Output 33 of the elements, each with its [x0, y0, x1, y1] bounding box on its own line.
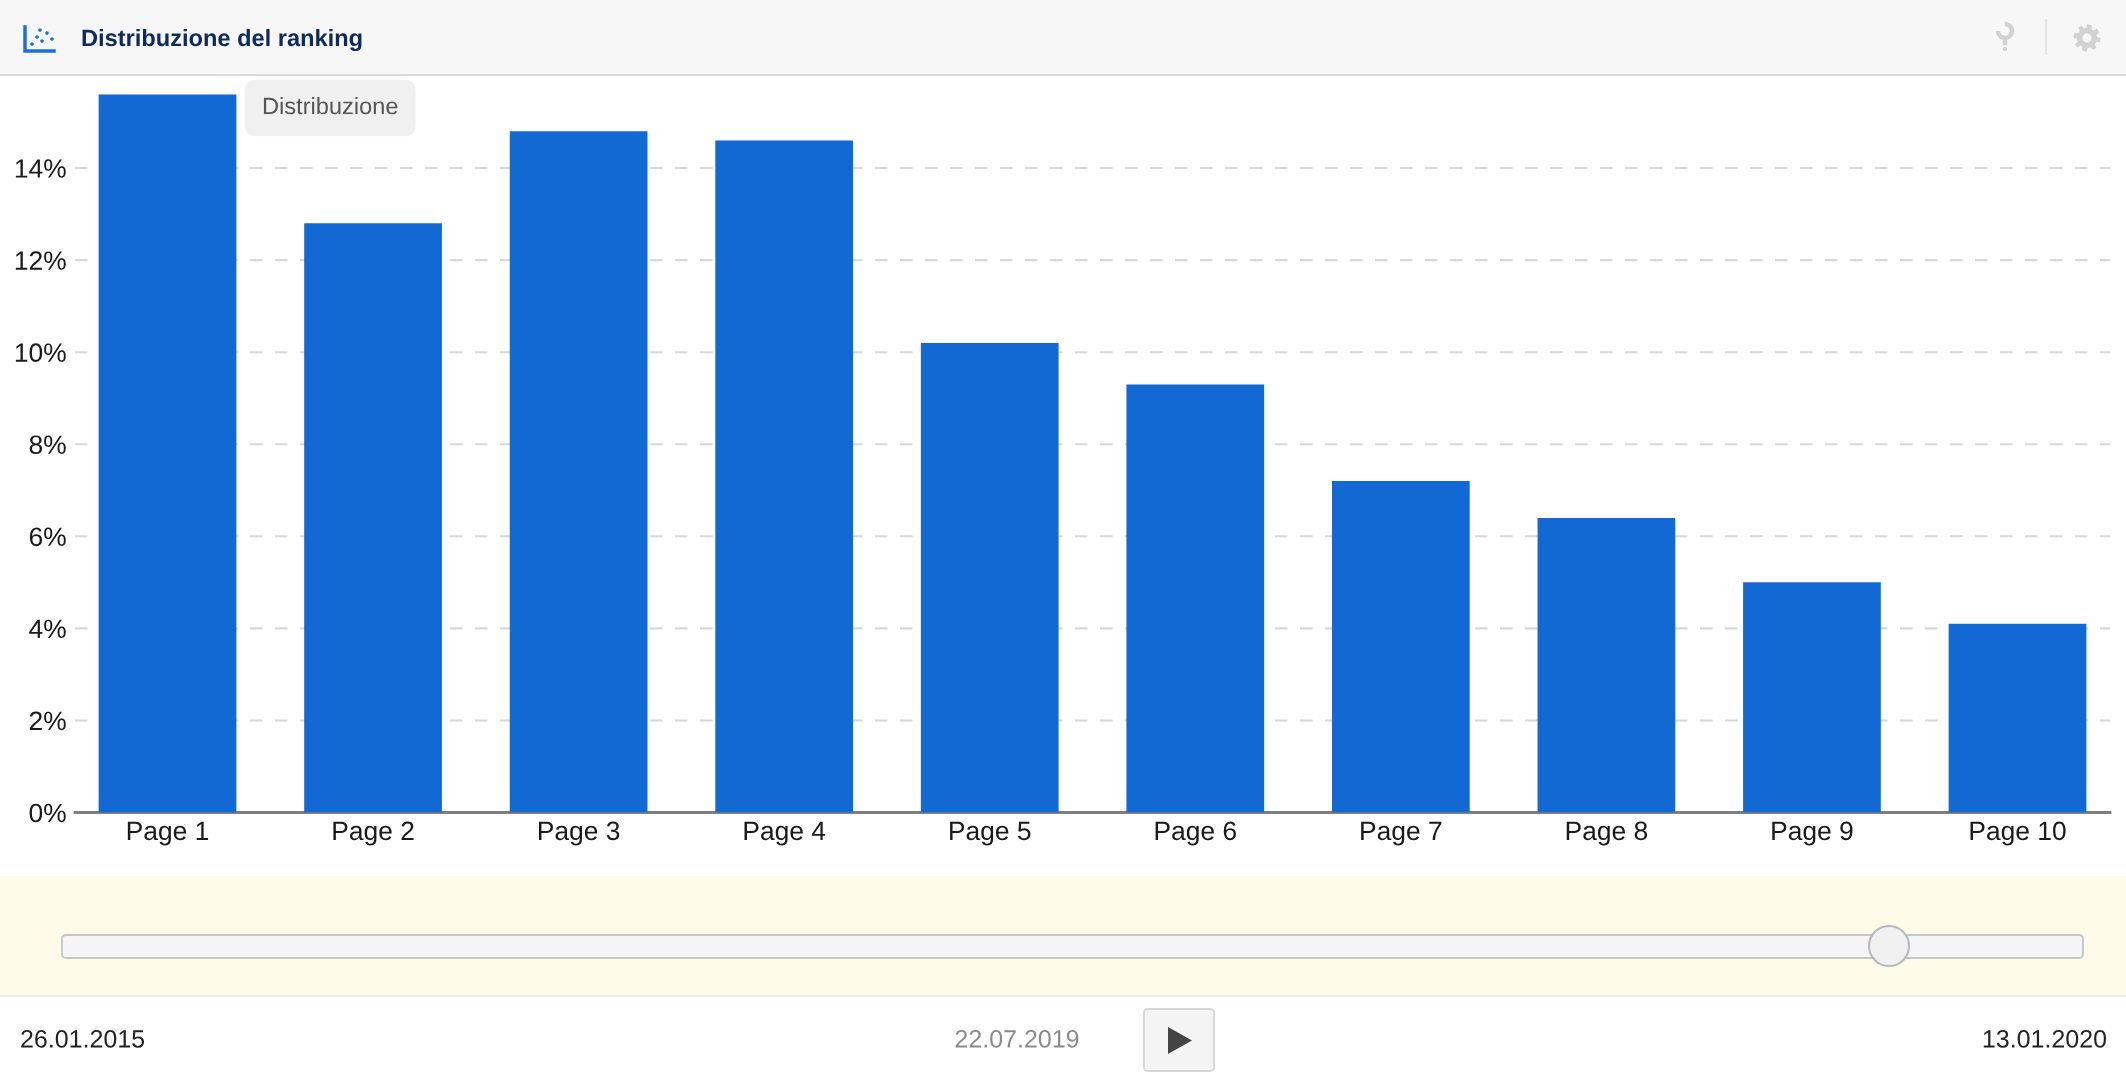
- y-tick-label: 14%: [15, 159, 66, 178]
- x-tick-label: Page 10: [1970, 821, 2066, 846]
- x-tick-label: Page 1: [127, 821, 209, 846]
- bar: [509, 131, 648, 813]
- y-tick-label: 4%: [29, 619, 66, 639]
- chart-title: Distribuzione del ranking: [82, 28, 362, 52]
- bar: [920, 342, 1059, 813]
- y-tick-label: 0%: [29, 803, 66, 823]
- x-tick-label: Page 4: [744, 821, 826, 846]
- annotation: Distribuzione: [263, 97, 398, 115]
- text: 22.07.2019: [955, 1030, 1079, 1048]
- text: 26.01.2015: [21, 1030, 145, 1048]
- bar: [715, 140, 854, 813]
- y-tick-label: 8%: [29, 435, 66, 455]
- x-tick-label: Page 2: [333, 821, 414, 846]
- y-tick-label: 6%: [29, 527, 66, 547]
- y-tick-label: 10%: [15, 343, 66, 363]
- y-tick-label: 2%: [29, 711, 66, 731]
- bar: [1948, 623, 2087, 813]
- bar: [98, 94, 237, 813]
- y-tick-label: 12%: [15, 251, 66, 270]
- bar: [304, 223, 442, 813]
- text: 13.01.2020: [1983, 1030, 2107, 1048]
- bar: [1331, 481, 1470, 813]
- x-tick-label: Page 8: [1566, 821, 1648, 846]
- bar: [1126, 384, 1265, 813]
- x-tick-label: Page 7: [1361, 821, 1442, 846]
- bar: [1537, 517, 1676, 813]
- bar: [1743, 582, 1881, 813]
- x-tick-label: Page 6: [1155, 821, 1236, 846]
- x-tick-label: Page 3: [538, 821, 620, 846]
- x-tick-label: Page 5: [950, 821, 1031, 846]
- x-tick-label: Page 9: [1772, 821, 1853, 846]
